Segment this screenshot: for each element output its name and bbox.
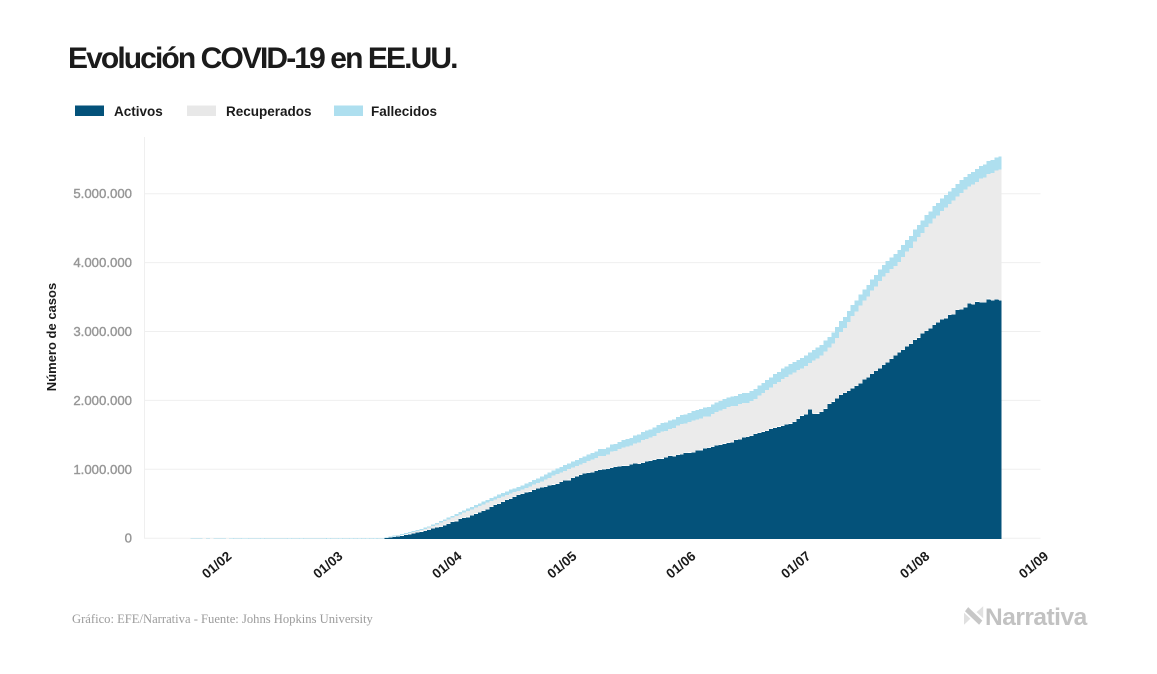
svg-text:Narrativa: Narrativa — [985, 604, 1088, 631]
svg-text:01/03: 01/03 — [310, 548, 345, 581]
svg-text:4.000.000: 4.000.000 — [73, 255, 132, 270]
svg-text:01/05: 01/05 — [544, 548, 580, 581]
svg-text:Fallecidos: Fallecidos — [371, 104, 437, 119]
svg-text:01/02: 01/02 — [199, 548, 234, 581]
svg-text:1.000.000: 1.000.000 — [73, 462, 132, 477]
svg-text:01/04: 01/04 — [429, 548, 465, 581]
svg-text:Activos: Activos — [114, 104, 163, 119]
svg-text:01/09: 01/09 — [1016, 548, 1051, 581]
svg-text:Gráfico: EFE/Narrativa - Fuent: Gráfico: EFE/Narrativa - Fuente: Johns H… — [72, 612, 373, 626]
svg-text:0: 0 — [125, 531, 132, 546]
svg-text:Evolución COVID-19 en EE.UU.: Evolución COVID-19 en EE.UU. — [68, 42, 457, 75]
svg-text:01/06: 01/06 — [663, 548, 698, 581]
svg-text:Recuperados: Recuperados — [226, 104, 312, 119]
svg-text:5.000.000: 5.000.000 — [73, 186, 132, 201]
svg-text:01/07: 01/07 — [778, 548, 813, 581]
svg-text:01/08: 01/08 — [897, 548, 933, 581]
svg-text:Número de casos: Número de casos — [44, 283, 59, 391]
svg-text:3.000.000: 3.000.000 — [73, 324, 132, 339]
svg-text:2.000.000: 2.000.000 — [73, 393, 132, 408]
